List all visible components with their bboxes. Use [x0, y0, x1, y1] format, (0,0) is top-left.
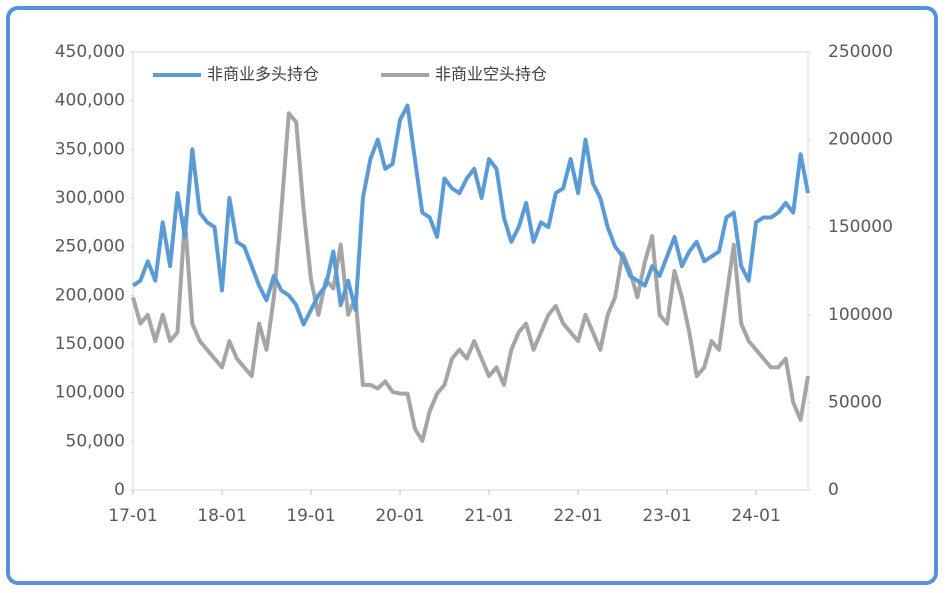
y2-tick-label: 100000	[828, 305, 893, 325]
y2-tick-label: 250000	[828, 42, 893, 62]
legend: 非商业多头持仓 非商业空头持仓	[153, 65, 547, 84]
series-line	[131, 111, 810, 443]
x-tick-label: 23-01	[642, 506, 691, 526]
x-tick-label: 19-01	[286, 506, 335, 526]
legend-label: 非商业空头持仓	[435, 65, 547, 84]
y-tick-label: 250,000	[55, 237, 125, 257]
y-tick-label: 100,000	[55, 383, 125, 403]
x-tick-label: 20-01	[375, 506, 424, 526]
y-tick-label: 200,000	[55, 285, 125, 305]
y2-tick-label: 50000	[828, 392, 882, 412]
x-tick-label: 22-01	[553, 506, 602, 526]
x-tick-label: 21-01	[464, 506, 513, 526]
y-tick-label: 300,000	[55, 188, 125, 208]
y-tick-label: 350,000	[55, 139, 125, 159]
y-tick-label: 450,000	[55, 42, 125, 62]
y-tick-label: 50,000	[66, 431, 125, 451]
y2-tick-label: 200000	[828, 130, 893, 150]
y-tick-label: 400,000	[55, 91, 125, 111]
y-tick-label: 0	[114, 480, 125, 500]
legend-label: 非商业多头持仓	[207, 65, 319, 84]
frame	[6, 6, 938, 585]
x-tick-label: 24-01	[731, 506, 780, 526]
series-line	[131, 103, 810, 327]
y2-tick-label: 150000	[828, 217, 893, 237]
y2-tick-label: 0	[828, 480, 839, 500]
x-tick-label: 17-01	[108, 506, 157, 526]
plot-area	[132, 51, 809, 491]
y-tick-label: 150,000	[55, 334, 125, 354]
x-tick-label: 18-01	[197, 506, 246, 526]
